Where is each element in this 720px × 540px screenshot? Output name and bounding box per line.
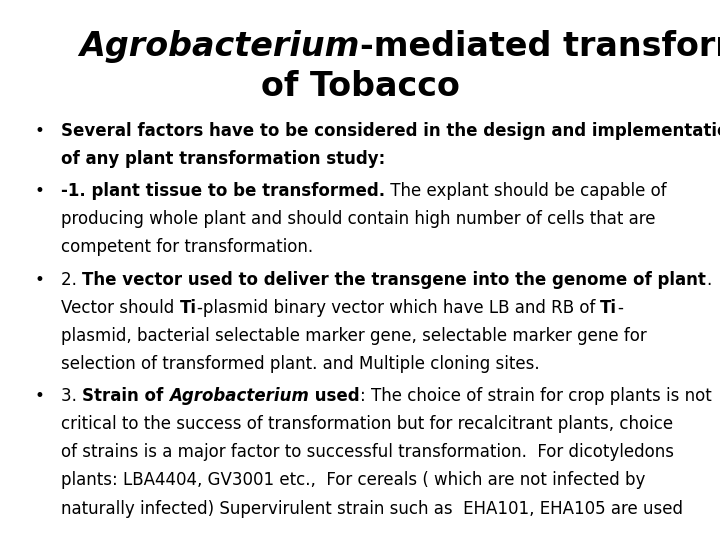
Text: Agrobacterium: Agrobacterium (80, 30, 360, 63)
Text: of strains is a major factor to successful transformation.  For dicotyledons: of strains is a major factor to successf… (61, 443, 674, 461)
Text: selection of transformed plant. and Multiple cloning sites.: selection of transformed plant. and Mult… (61, 355, 540, 373)
Text: -1. plant tissue to be transformed.: -1. plant tissue to be transformed. (61, 182, 385, 200)
Text: Ti: Ti (600, 299, 617, 316)
Text: •: • (35, 387, 45, 405)
Text: 2.: 2. (61, 271, 82, 288)
Text: •: • (35, 122, 45, 139)
Text: Several factors have to be considered in the design and implementation: Several factors have to be considered in… (61, 122, 720, 139)
Text: Ti: Ti (180, 299, 197, 316)
Text: producing whole plant and should contain high number of cells that are: producing whole plant and should contain… (61, 210, 656, 228)
Text: : The choice of strain for crop plants is not: : The choice of strain for crop plants i… (360, 387, 711, 405)
Text: Agrobacterium: Agrobacterium (169, 387, 309, 405)
Text: of Tobacco: of Tobacco (261, 70, 459, 103)
Text: Strain of: Strain of (82, 387, 169, 405)
Text: of any plant transformation study:: of any plant transformation study: (61, 150, 385, 167)
Text: The explant should be capable of: The explant should be capable of (385, 182, 667, 200)
Text: •: • (35, 182, 45, 200)
Text: -mediated transformation: -mediated transformation (360, 30, 720, 63)
Text: plants: LBA4404, GV3001 etc.,  For cereals ( which are not infected by: plants: LBA4404, GV3001 etc., For cereal… (61, 471, 646, 489)
Text: used: used (309, 387, 360, 405)
Text: 3.: 3. (61, 387, 82, 405)
Text: plasmid, bacterial selectable marker gene, selectable marker gene for: plasmid, bacterial selectable marker gen… (61, 327, 647, 345)
Text: Vector should: Vector should (61, 299, 180, 316)
Text: -: - (617, 299, 624, 316)
Text: The vector used to deliver the transgene into the genome of plant: The vector used to deliver the transgene… (82, 271, 706, 288)
Text: •: • (35, 271, 45, 288)
Text: naturally infected) Supervirulent strain such as  EHA101, EHA105 are used: naturally infected) Supervirulent strain… (61, 500, 683, 517)
Text: -plasmid binary vector which have LB and RB of: -plasmid binary vector which have LB and… (197, 299, 600, 316)
Text: .: . (706, 271, 711, 288)
Text: competent for transformation.: competent for transformation. (61, 238, 313, 256)
Text: critical to the success of transformation but for recalcitrant plants, choice: critical to the success of transformatio… (61, 415, 673, 433)
